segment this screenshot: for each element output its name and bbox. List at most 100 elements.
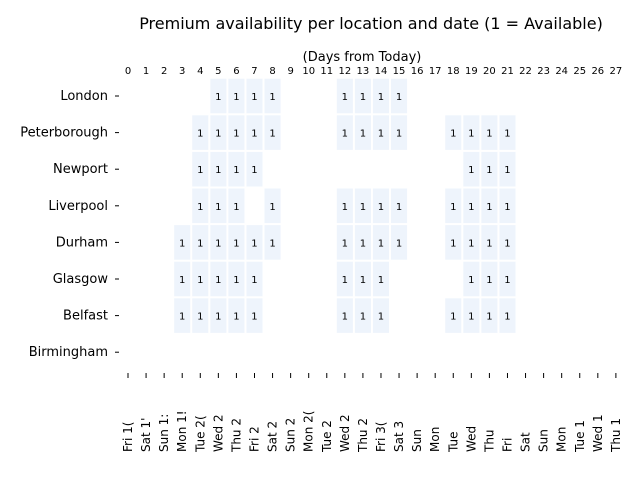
cell-label: 1 — [251, 312, 257, 323]
x-tick-label: Mon — [428, 427, 442, 452]
cell-label: 1 — [378, 238, 384, 249]
cell-label: 1 — [179, 312, 185, 323]
cell-label: 1 — [215, 202, 221, 213]
x-tick-label: Fri 2 — [247, 426, 261, 452]
cell-label: 1 — [504, 129, 510, 140]
heatmap-cell — [445, 115, 462, 150]
x-tick-label: Sun 2 — [284, 418, 298, 452]
top-tick-label: 22 — [519, 66, 532, 77]
cell-label: 1 — [468, 275, 474, 286]
cell-label: 1 — [468, 238, 474, 249]
cell-label: 1 — [233, 312, 239, 323]
cell-label: 1 — [215, 92, 221, 103]
heatmap-cell — [228, 261, 245, 297]
heatmap-cell — [499, 188, 516, 224]
cell-label: 1 — [342, 312, 348, 323]
heatmap-cell — [246, 225, 263, 260]
x-tick-label: Thu 2 — [356, 418, 370, 453]
heatmap-cell — [372, 298, 390, 333]
cell-label: 1 — [486, 312, 492, 323]
heatmap-cell — [210, 298, 227, 333]
cell-label: 1 — [197, 202, 203, 213]
heatmap-cell — [210, 188, 227, 224]
heatmap-cell — [192, 115, 209, 150]
cell-label: 1 — [504, 275, 510, 286]
cell-label: 1 — [179, 238, 185, 249]
heatmap-cell — [445, 298, 462, 333]
cell-label: 1 — [197, 312, 203, 323]
heatmap-cell — [192, 225, 209, 260]
top-tick-label: 10 — [302, 66, 315, 77]
cell-label: 1 — [378, 202, 384, 213]
top-tick-label: 13 — [357, 66, 370, 77]
cell-label: 1 — [468, 129, 474, 140]
cell-label: 1 — [378, 129, 384, 140]
heatmap-cell — [372, 225, 390, 260]
cell-label: 1 — [486, 275, 492, 286]
cell-label: 1 — [486, 238, 492, 249]
heatmap-cell — [391, 115, 408, 150]
heatmap-cell — [463, 298, 480, 333]
heatmap-cell — [372, 188, 390, 224]
heatmap-cell — [499, 225, 516, 260]
top-tick-label: 26 — [591, 66, 604, 77]
top-tick-label: 3 — [179, 66, 185, 77]
heatmap-cell — [228, 188, 245, 224]
heatmap-cell — [463, 115, 480, 150]
heatmap-cell — [246, 151, 263, 187]
x-tick-label: Fri — [500, 438, 514, 452]
heatmap-cell — [228, 151, 245, 187]
heatmap-cell — [228, 78, 245, 114]
cell-label: 1 — [215, 238, 221, 249]
heatmap-cell — [228, 225, 245, 260]
heatmap-cell — [336, 298, 353, 333]
y-tick-label: Liverpool — [48, 199, 108, 214]
x-tick-label: Sat 1' — [139, 418, 153, 452]
x-tick-label: Tue 2( — [193, 415, 207, 453]
cell-label: 1 — [251, 165, 257, 176]
cell-label: 1 — [215, 275, 221, 286]
cell-label: 1 — [342, 238, 348, 249]
heatmap-cell — [228, 298, 245, 333]
x-tick-label: Tue — [446, 432, 460, 454]
top-tick-label: 6 — [233, 66, 239, 77]
heatmap-cell — [463, 188, 480, 224]
x-tick-label: Sat 2 — [266, 421, 280, 452]
top-tick-label: 11 — [320, 66, 333, 77]
top-tick-label: 8 — [269, 66, 275, 77]
heatmap-cell — [354, 188, 371, 224]
heatmap-cell — [246, 115, 263, 150]
x-tick-label: Wed 2 — [338, 414, 352, 452]
x-tick-label: Wed 1 — [591, 414, 605, 452]
heatmap-cell — [192, 188, 209, 224]
x-tick-label: Sun — [410, 429, 424, 452]
top-tick-label: 7 — [251, 66, 257, 77]
x-tick-label: Wed 2 — [211, 414, 225, 452]
cell-label: 1 — [468, 312, 474, 323]
cell-label: 1 — [269, 92, 275, 103]
cell-label: 1 — [233, 165, 239, 176]
y-tick-label: London — [60, 89, 108, 104]
heatmap-cell — [445, 225, 462, 260]
cell-label: 1 — [342, 129, 348, 140]
cell-label: 1 — [504, 165, 510, 176]
top-tick-label: 1 — [143, 66, 149, 77]
x-tick-label: Tue 2 — [320, 420, 334, 453]
cell-label: 1 — [251, 92, 257, 103]
cell-label: 1 — [396, 238, 402, 249]
top-tick-label: 12 — [338, 66, 351, 77]
top-tick-label: 25 — [573, 66, 586, 77]
heatmap-cell — [499, 261, 516, 297]
heatmap-cell — [336, 188, 353, 224]
top-tick-label: 17 — [429, 66, 442, 77]
cell-label: 1 — [251, 238, 257, 249]
heatmap-cell — [174, 261, 191, 297]
heatmap-cell — [445, 188, 462, 224]
cell-label: 1 — [215, 165, 221, 176]
heatmap-cell — [463, 261, 480, 297]
cell-label: 1 — [504, 312, 510, 323]
heatmap-cell — [463, 151, 480, 187]
heatmap-cell — [192, 298, 209, 333]
x-tick-label: Mon 2( — [302, 411, 316, 452]
y-tick-label: Newport — [53, 162, 108, 177]
